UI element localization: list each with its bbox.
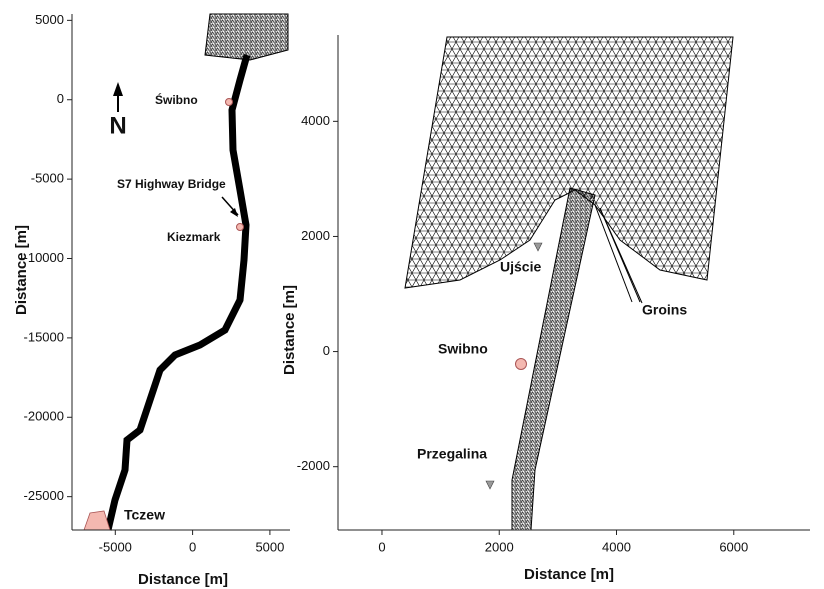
y-tick-label: 2000: [301, 228, 330, 243]
x-tick-label: 5000: [255, 539, 284, 554]
x-tick-label: 0: [378, 539, 385, 554]
y-tick-label: -25000: [24, 488, 64, 503]
annotation: Kiezmark: [167, 230, 221, 244]
y-tick-label: -10000: [24, 250, 64, 265]
y-tick-label: 0: [323, 343, 330, 358]
annotation: Tczew: [124, 507, 165, 523]
x-axis-label: Distance [m]: [138, 571, 228, 588]
y-tick-label: -5000: [31, 171, 64, 186]
annotation: Groins: [642, 302, 687, 318]
y-tick-label: 5000: [35, 12, 64, 27]
x-tick-label: -5000: [99, 539, 132, 554]
y-tick-label: 4000: [301, 113, 330, 128]
x-tick-label: 2000: [485, 539, 514, 554]
y-tick-label: 0: [57, 91, 64, 106]
annotation: Świbno: [155, 92, 198, 107]
north-label: N: [109, 112, 126, 139]
x-axis-label: Distance [m]: [524, 566, 614, 583]
y-axis-label: Distance [m]: [281, 285, 298, 375]
right-mesh: [404, 36, 734, 531]
x-tick-label: 4000: [602, 539, 631, 554]
annotation: Przegalina: [417, 446, 487, 462]
x-tick-label: 6000: [719, 539, 748, 554]
left-mesh: [83, 13, 289, 531]
y-tick-label: -20000: [24, 409, 64, 424]
y-tick-label: -2000: [297, 458, 330, 473]
annotation: Ujście: [500, 259, 541, 275]
annotation: S7 Highway Bridge: [117, 177, 226, 191]
annotation: Swibno: [438, 341, 488, 357]
y-tick-label: -15000: [24, 329, 64, 344]
y-axis-label: Distance [m]: [13, 225, 30, 315]
x-tick-label: 0: [189, 539, 196, 554]
